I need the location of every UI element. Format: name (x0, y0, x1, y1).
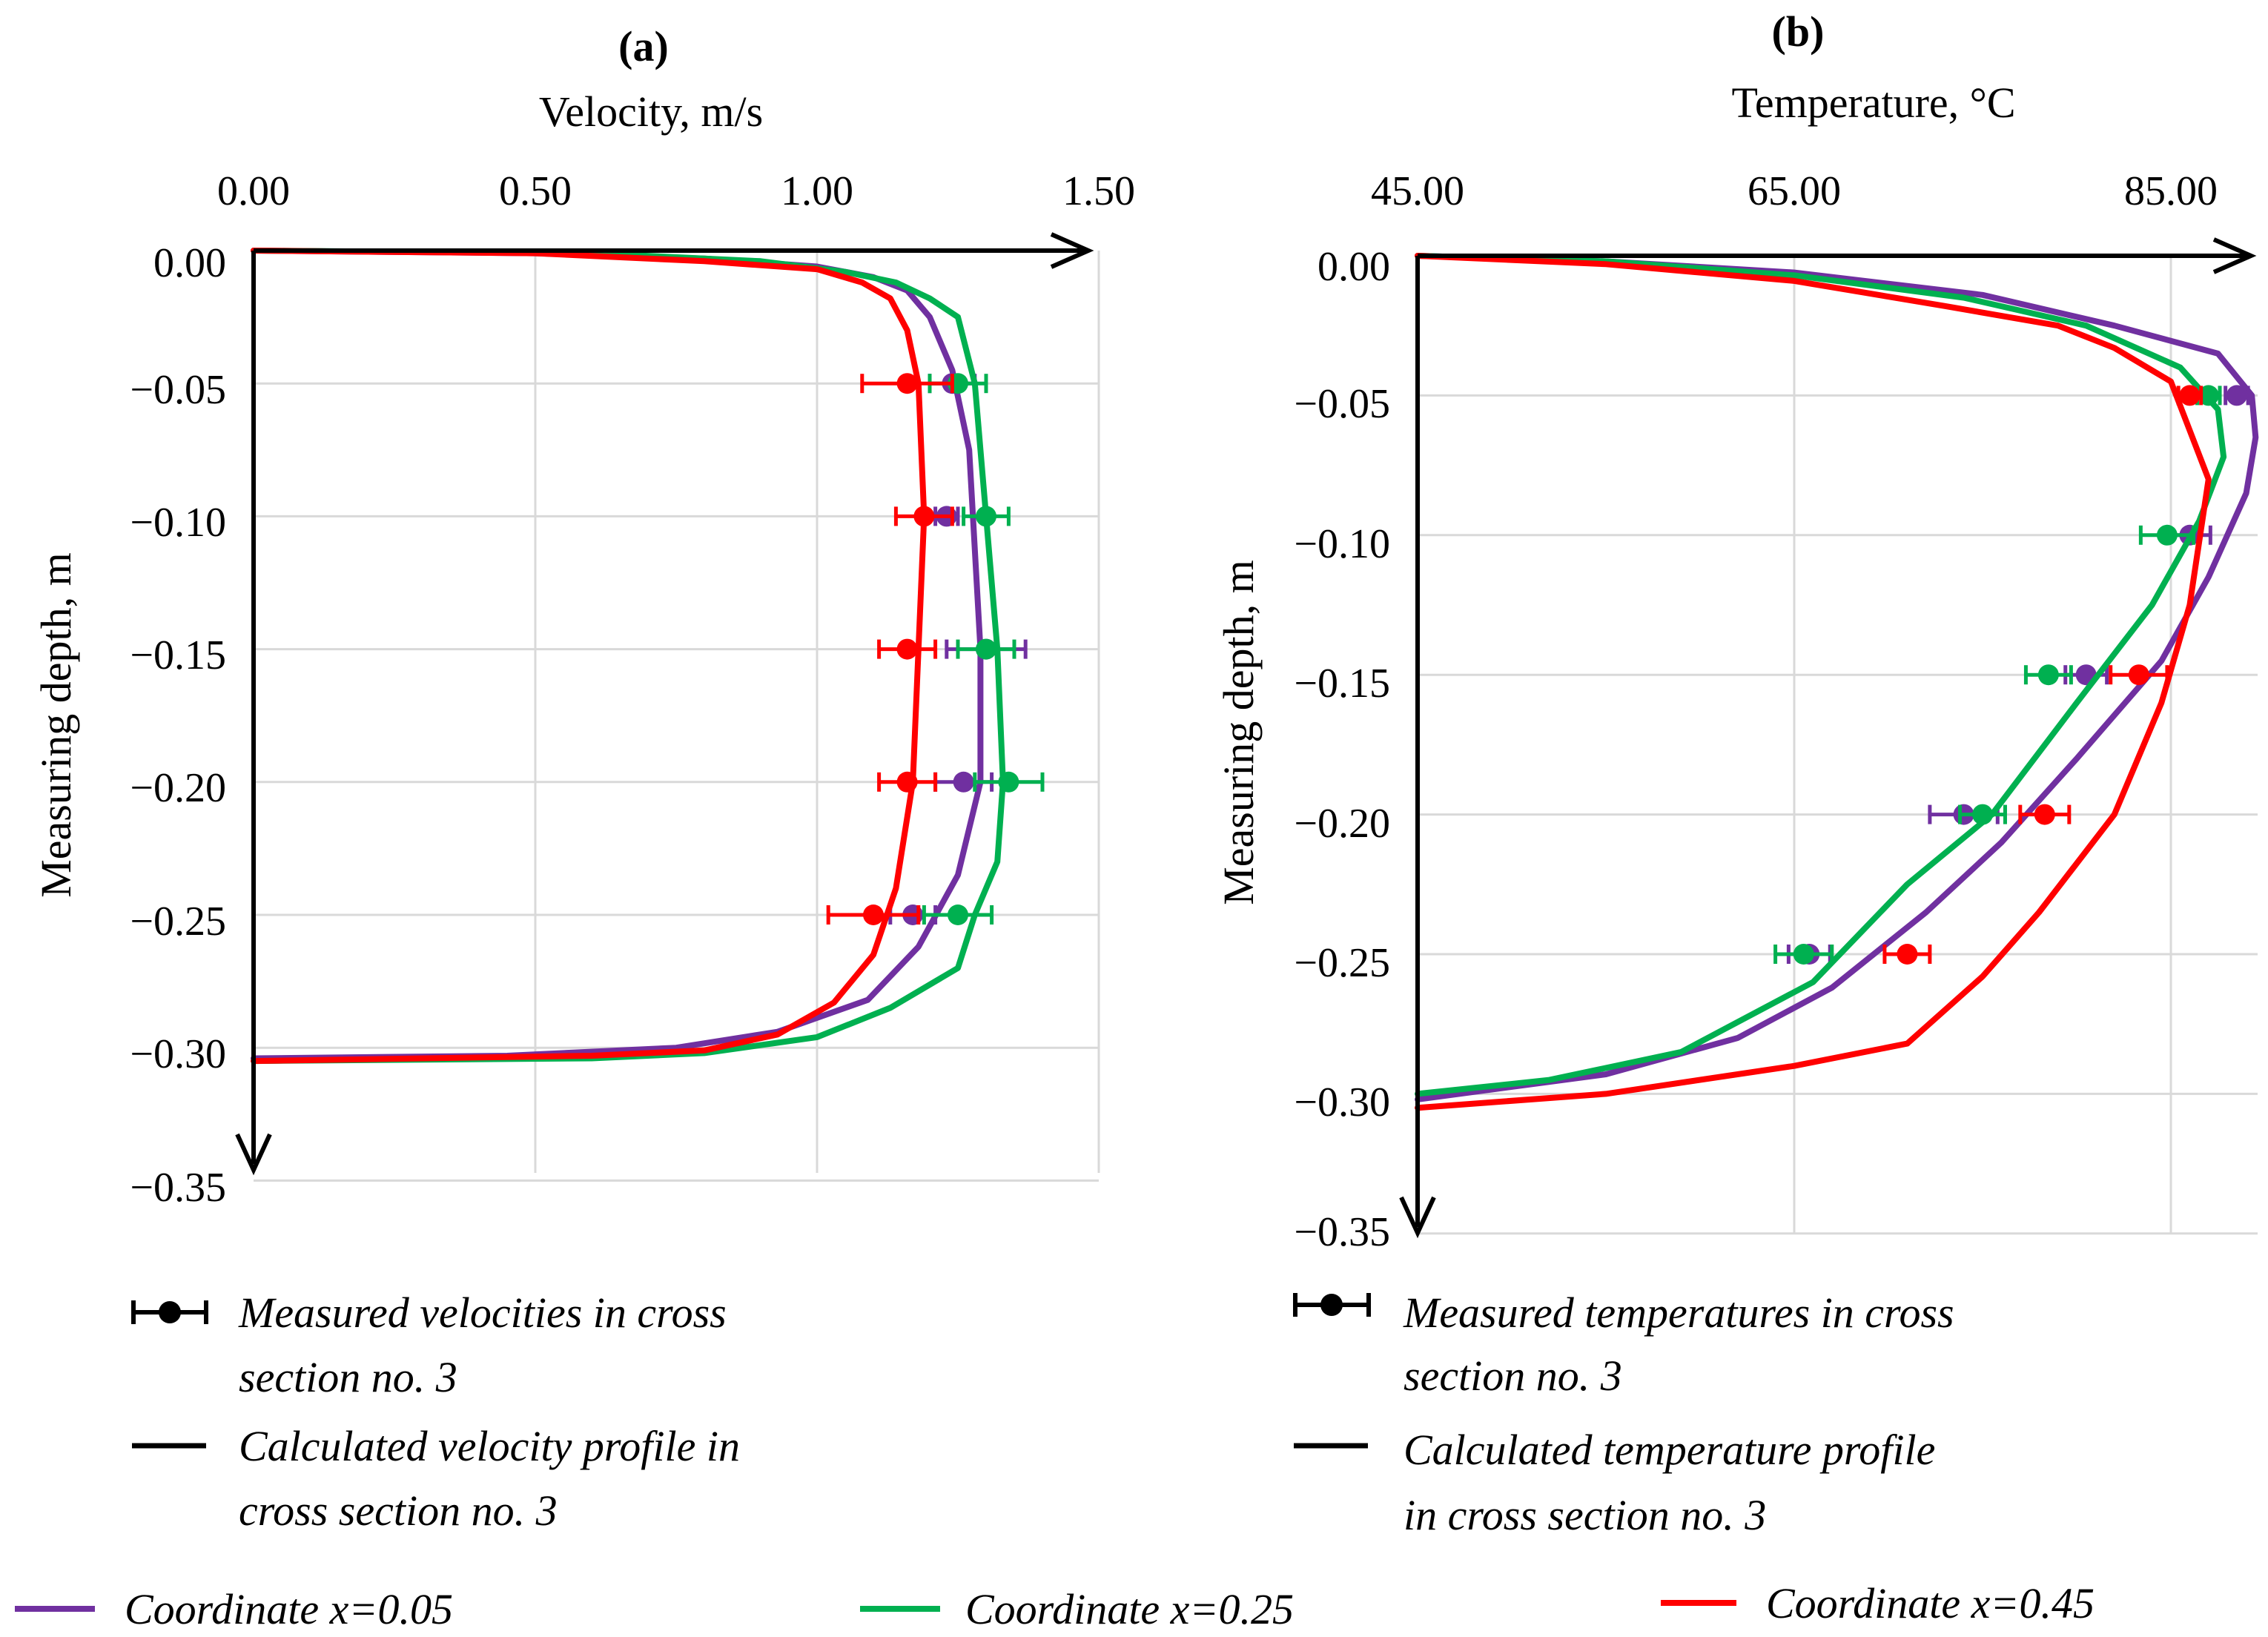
velocity-y-tick: −0.05 (130, 367, 226, 413)
temperature-series (1415, 253, 2259, 1111)
velocity-profile-line-045 (251, 248, 928, 1065)
velocity-measured-point-045 (826, 905, 921, 925)
series-legend-label: Coordinate x=0.25 (965, 1585, 1294, 1633)
velocity-y-tick: −0.15 (130, 632, 226, 678)
velocity-grid (254, 251, 1100, 1182)
panel-b-label: (b) (1772, 7, 1825, 56)
velocity-chart: (a) Velocity, m/s Measuring depth, m 0.0… (32, 22, 1135, 1211)
temperature-measured-point-005 (2224, 385, 2250, 406)
temperature-depth-axis-title: Measuring depth, m (1214, 560, 1263, 905)
temperature-y-tick: −0.25 (1294, 940, 1390, 986)
measured-marker-icon (131, 1300, 208, 1324)
velocity-measured-point-045 (877, 638, 938, 660)
temperature-ticks: 45.00 65.00 85.00 0.00 −0.05 −0.10 −0.15… (1294, 168, 2218, 1255)
temperature-y-tick: −0.20 (1294, 801, 1390, 847)
velocity-y-tick: −0.20 (130, 765, 226, 811)
temperature-chart: (b) Temperature, °C Measuring depth, m 4… (1214, 7, 2259, 1255)
temperature-y-tick: −0.10 (1294, 521, 1390, 567)
series-legend: Coordinate x=0.05 Coordinate x=0.25 Coor… (15, 1579, 2095, 1633)
panel-a-label: (a) (618, 22, 669, 70)
velocity-measured-point-025 (962, 506, 1011, 527)
velocity-x-tick: 0.00 (217, 168, 290, 214)
velocity-depth-axis-title: Measuring depth, m (32, 552, 80, 898)
temperature-profile-line-005 (1415, 253, 2259, 1102)
temperature-calculated-legend-line2: in cross section no. 3 (1404, 1491, 1766, 1539)
velocity-calculated-legend-line2: cross section no. 3 (239, 1486, 558, 1535)
temperature-measured-legend-line2: section no. 3 (1404, 1352, 1622, 1400)
temperature-grid (1418, 256, 2258, 1235)
velocity-measured-point-025 (973, 771, 1045, 793)
velocity-x-tick: 1.50 (1062, 168, 1135, 214)
temperature-x-tick: 65.00 (1748, 168, 1841, 214)
velocity-y-tick: −0.30 (130, 1031, 226, 1077)
velocity-y-tick: −0.25 (130, 899, 226, 945)
velocity-measured-point-045 (893, 506, 954, 527)
temperature-y-tick: −0.15 (1294, 661, 1390, 707)
velocity-measured-point-045 (860, 373, 954, 394)
measured-marker-icon (1293, 1293, 1371, 1317)
velocity-y-tick: −0.10 (130, 500, 226, 546)
velocity-axes (235, 232, 1094, 1176)
temperature-measured-point-025 (2023, 664, 2073, 686)
velocity-measured-legend-line1: Measured velocities in cross (238, 1289, 727, 1337)
velocity-x-tick: 0.50 (499, 168, 572, 214)
temperature-profile-line-025 (1415, 253, 2227, 1097)
temperature-x-axis-arrow-icon (2212, 237, 2257, 274)
temperature-measured-point-045 (2018, 804, 2072, 825)
temperature-y-tick: −0.35 (1294, 1209, 1390, 1255)
temperature-y-tick: −0.05 (1294, 381, 1390, 427)
velocity-axis-title: Velocity, m/s (539, 87, 763, 136)
velocity-measured-legend-line2: section no. 3 (239, 1353, 457, 1401)
temperature-measured-legend-line1: Measured temperatures in cross (1403, 1289, 1954, 1337)
velocity-y-tick: 0.00 (153, 240, 226, 286)
temperature-legend: Measured temperatures in cross section n… (1293, 1289, 1954, 1539)
temperature-measured-point-025 (1773, 944, 1834, 965)
temperature-measured-point-045 (2176, 385, 2203, 406)
temperature-x-tick: 85.00 (2124, 168, 2218, 214)
temperature-y-axis-arrow-icon (1399, 1196, 1436, 1239)
temperature-calculated-legend-line1: Calculated temperature profile (1404, 1426, 1935, 1474)
velocity-profile-line-025 (251, 248, 1006, 1065)
velocity-profile-line-005 (251, 248, 984, 1062)
velocity-calculated-legend-line1: Calculated velocity profile in (239, 1422, 740, 1470)
series-legend-label: Coordinate x=0.45 (1766, 1579, 2095, 1627)
velocity-ticks: 0.00 0.50 1.00 1.50 0.00 −0.05 −0.10 −0.… (130, 168, 1135, 1211)
temperature-measured-point-045 (1882, 944, 1932, 965)
velocity-measured-point-025 (956, 638, 1016, 660)
temperature-measured-point-025 (2138, 524, 2195, 546)
temperature-y-tick: 0.00 (1318, 244, 1390, 290)
temperature-x-tick: 45.00 (1371, 168, 1464, 214)
velocity-measured-point-025 (922, 905, 994, 925)
velocity-y-axis-arrow-icon (235, 1133, 272, 1176)
temperature-profile-line-045 (1415, 253, 2212, 1111)
temperature-y-tick: −0.30 (1294, 1079, 1390, 1125)
temperature-axis-title: Temperature, °C (1731, 79, 2015, 127)
temperature-measured-point-045 (2109, 664, 2169, 686)
velocity-y-tick: −0.35 (130, 1165, 226, 1211)
velocity-x-axis-arrow-icon (1050, 232, 1094, 269)
series-legend-label: Coordinate x=0.05 (125, 1585, 453, 1633)
velocity-x-tick: 1.00 (781, 168, 853, 214)
velocity-legend: Measured velocities in cross section no.… (131, 1289, 740, 1535)
temperature-measured-point-025 (1958, 804, 2007, 825)
velocity-series (251, 248, 1045, 1065)
temperature-axes (1399, 237, 2257, 1239)
velocity-measured-point-045 (877, 771, 938, 793)
